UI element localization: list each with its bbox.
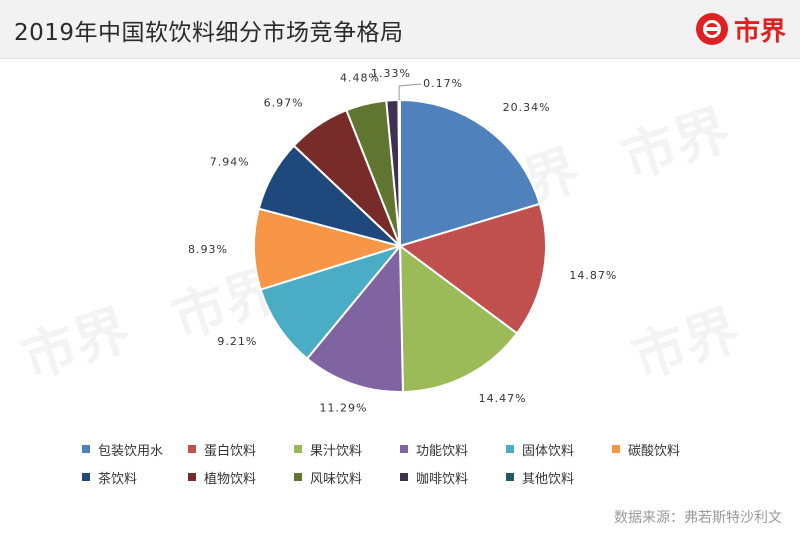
pie-slice bbox=[253, 207, 404, 291]
logo-text: 市界 bbox=[733, 16, 786, 47]
legend-label: 固体饮料 bbox=[522, 443, 575, 459]
pie-slice bbox=[397, 202, 547, 335]
header-bar: 2019年中国软饮料细分市场竞争格局 市界 bbox=[0, 0, 800, 59]
pie-chart: 20.34% 14.87% 14.47% 11.29% 9.21% 8.93% 7.94% 6… bbox=[188, 67, 617, 415]
legend-swatch bbox=[400, 473, 408, 481]
source-note: 数据来源：弗若斯特沙利文 bbox=[614, 510, 782, 526]
legend-item: 茶饮料 bbox=[82, 468, 188, 487]
data-label: 7.94% bbox=[210, 155, 250, 168]
data-label: 4.48% bbox=[340, 72, 380, 85]
legend-item: 风味饮料 bbox=[294, 468, 400, 487]
data-label: 20.34% bbox=[503, 101, 551, 114]
legend-label: 包装饮用水 bbox=[98, 443, 164, 459]
legend-label: 咖啡饮料 bbox=[416, 471, 469, 487]
logo-mark-icon bbox=[695, 13, 728, 45]
legend-swatch bbox=[82, 473, 90, 481]
legend-item: 固体饮料 bbox=[506, 440, 612, 459]
data-label: 14.87% bbox=[569, 269, 617, 282]
legend-item: 咖啡饮料 bbox=[400, 468, 506, 487]
legend-swatch bbox=[188, 445, 196, 453]
legend-swatch bbox=[506, 445, 514, 453]
data-label: 11.29% bbox=[320, 402, 368, 415]
legend-swatch bbox=[294, 445, 302, 453]
legend-item: 果汁饮料 bbox=[294, 440, 400, 459]
chart-title: 2019年中国软饮料细分市场竞争格局 bbox=[14, 20, 404, 46]
legend-item: 功能饮料 bbox=[400, 440, 506, 459]
legend-label: 茶饮料 bbox=[98, 471, 138, 487]
data-label: 6.97% bbox=[264, 97, 304, 110]
legend-swatch bbox=[612, 445, 620, 453]
legend-swatch bbox=[82, 445, 90, 453]
legend-item: 植物饮料 bbox=[188, 468, 294, 487]
legend-item: 包装饮用水 bbox=[82, 440, 188, 459]
legend-label: 功能饮料 bbox=[416, 443, 469, 459]
pie-slice bbox=[397, 98, 401, 247]
legend-label: 植物饮料 bbox=[204, 471, 257, 487]
chart-legend: 包装饮用水 蛋白饮料 果汁饮料 功能饮料 固体饮料 碳酸饮料茶饮料 植物饮料 风味饮料 咖啡饮料… bbox=[82, 440, 722, 487]
pie-slice bbox=[398, 243, 519, 393]
legend-swatch bbox=[400, 445, 408, 453]
legend-label: 蛋白饮料 bbox=[204, 443, 257, 459]
pie-slice bbox=[259, 244, 403, 361]
legend-label: 碳酸饮料 bbox=[628, 443, 681, 459]
legend-label: 风味饮料 bbox=[310, 471, 363, 487]
legend-label: 其他饮料 bbox=[522, 471, 575, 487]
legend-swatch bbox=[294, 473, 302, 481]
brand-logo: 市界 bbox=[695, 12, 786, 47]
pie-slice bbox=[305, 243, 404, 393]
data-label: 1.33% bbox=[371, 67, 411, 80]
data-label: 14.47% bbox=[479, 392, 527, 405]
data-label: 0.17% bbox=[423, 77, 463, 90]
data-label: 8.93% bbox=[188, 243, 228, 256]
legend-item: 其他饮料 bbox=[506, 468, 612, 487]
legend-item: 碳酸饮料 bbox=[612, 440, 718, 459]
legend-swatch bbox=[506, 473, 514, 481]
data-label: 9.21% bbox=[217, 335, 257, 348]
legend-item: 蛋白饮料 bbox=[188, 440, 294, 459]
legend-swatch bbox=[188, 473, 196, 481]
legend-label: 果汁饮料 bbox=[310, 443, 363, 459]
pie-slice bbox=[399, 98, 542, 248]
leader-line bbox=[398, 83, 422, 101]
